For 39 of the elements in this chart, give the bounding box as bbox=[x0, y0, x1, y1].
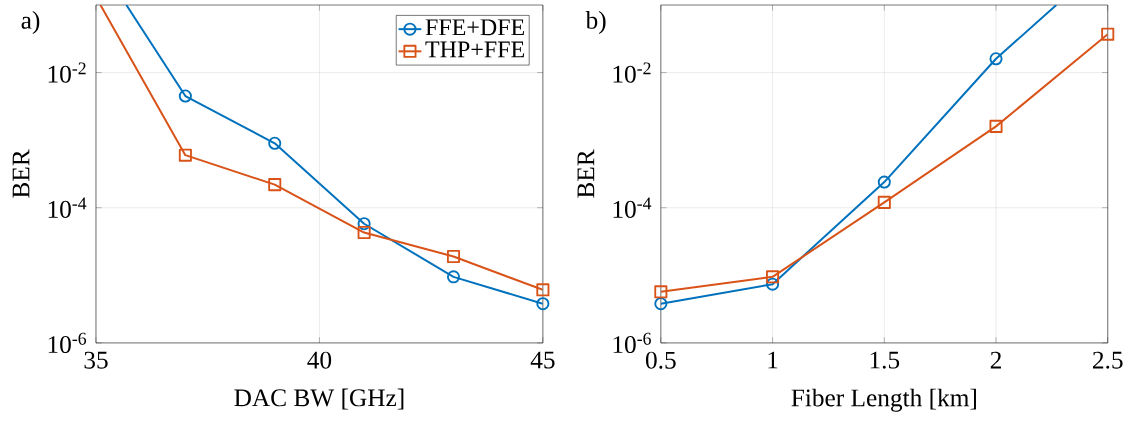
point bbox=[989, 52, 1003, 66]
point bbox=[536, 297, 550, 311]
x-axis-title: DAC BW [GHz] bbox=[234, 388, 404, 410]
x-tick-label: 0.5 bbox=[645, 351, 676, 369]
x-tick-label: 2 bbox=[990, 351, 1001, 369]
x-tick-label: 1 bbox=[768, 351, 778, 369]
y-tick-label: 10$^{-2}$ bbox=[613, 62, 651, 83]
y-axis-title: BER bbox=[577, 149, 595, 198]
point bbox=[178, 148, 192, 162]
x-axis-title: Fiber Length [km] bbox=[791, 388, 976, 412]
point bbox=[766, 270, 780, 284]
x-tick-label: 45 bbox=[530, 351, 555, 369]
point bbox=[357, 217, 371, 231]
x-tick-label: 1.5 bbox=[870, 351, 900, 369]
x-tick-label: 35 bbox=[84, 351, 108, 369]
point bbox=[446, 250, 461, 264]
point bbox=[877, 195, 891, 209]
point bbox=[766, 277, 780, 291]
point bbox=[268, 136, 282, 150]
point bbox=[268, 178, 282, 192]
legend-label: THP+FFE bbox=[425, 41, 524, 58]
y-axis-title: BER bbox=[12, 149, 30, 198]
text: a) bbox=[21, 11, 40, 35]
text: b) bbox=[585, 11, 606, 35]
point bbox=[178, 89, 192, 103]
x-tick-label: 40 bbox=[307, 351, 332, 369]
y-tick-label: 10$^{-2}$ bbox=[48, 62, 86, 83]
x-tick-label: 2.5 bbox=[1093, 351, 1123, 369]
point bbox=[1101, 27, 1115, 41]
point bbox=[536, 283, 550, 297]
point bbox=[654, 285, 668, 299]
point bbox=[446, 270, 461, 284]
point bbox=[357, 226, 371, 240]
point bbox=[654, 297, 668, 311]
y-tick-label: 10$^{-4}$ bbox=[613, 197, 652, 218]
point bbox=[877, 175, 891, 189]
y-tick-label: 10$^{-4}$ bbox=[48, 197, 87, 218]
point bbox=[989, 119, 1003, 133]
legend-label: FFE+DFE bbox=[425, 19, 524, 36]
